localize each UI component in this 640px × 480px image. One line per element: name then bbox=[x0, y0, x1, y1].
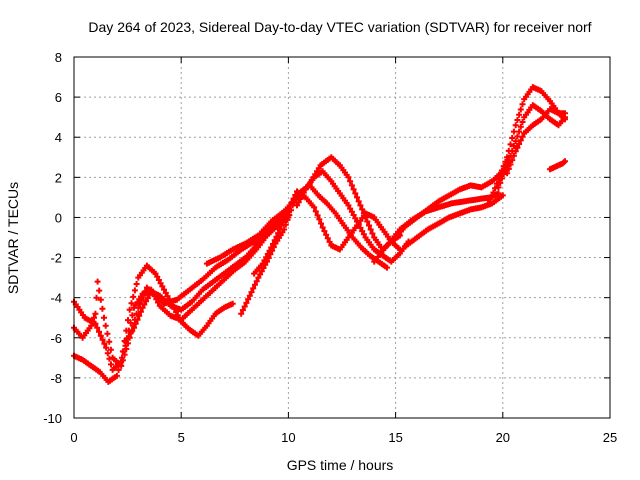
y-tick-label: -10 bbox=[43, 411, 62, 426]
y-tick-label: -8 bbox=[50, 371, 62, 386]
series-points bbox=[504, 106, 568, 177]
series-points bbox=[495, 102, 568, 191]
x-tick-label: 0 bbox=[70, 430, 77, 445]
y-tick-label: 2 bbox=[55, 170, 62, 185]
y-tick-label: -4 bbox=[50, 291, 62, 306]
y-tick-label: -6 bbox=[50, 331, 62, 346]
x-tick-label: 25 bbox=[603, 430, 617, 445]
y-tick-label: 8 bbox=[55, 50, 62, 65]
y-tick-label: 4 bbox=[55, 130, 62, 145]
series-points bbox=[392, 168, 506, 241]
y-tick-label: -2 bbox=[50, 251, 62, 266]
y-axis-label: SDTVAR / TECUs bbox=[5, 182, 21, 294]
data-marks bbox=[71, 84, 568, 385]
series-points bbox=[403, 192, 506, 249]
series-track-11 bbox=[403, 192, 506, 249]
x-axis-label: GPS time / hours bbox=[287, 457, 394, 473]
plot-frame bbox=[73, 56, 611, 419]
x-tick-label: 20 bbox=[496, 430, 510, 445]
x-tick-label: 15 bbox=[388, 430, 402, 445]
series-track-13 bbox=[495, 102, 568, 191]
series-track-15 bbox=[547, 158, 568, 173]
chart-title: Day 264 of 2023, Sidereal Day-to-day VTE… bbox=[88, 19, 591, 35]
series-track-14 bbox=[504, 106, 568, 177]
series-track-10 bbox=[392, 168, 506, 241]
series-points bbox=[547, 158, 568, 173]
series-track-8 bbox=[294, 168, 412, 265]
series-points bbox=[294, 168, 412, 265]
series-track-4 bbox=[122, 208, 292, 345]
x-tick-label: 5 bbox=[178, 430, 185, 445]
y-tick-label: 0 bbox=[55, 210, 62, 225]
y-tick-label: 6 bbox=[55, 90, 62, 105]
x-tick-label: 10 bbox=[281, 430, 295, 445]
series-points bbox=[122, 208, 292, 345]
axis-ticks: 0 5 10 15 20 25 -10 -8 -6 -4 -2 0 2 4 6 8 bbox=[43, 50, 617, 445]
